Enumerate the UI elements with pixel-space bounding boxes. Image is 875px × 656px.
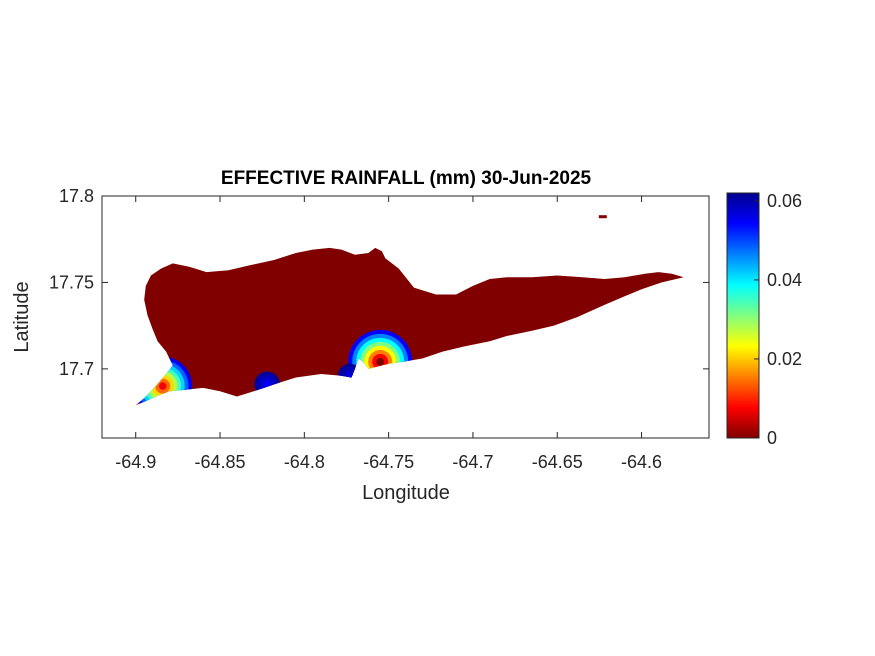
y-tick-label: 17.75 <box>49 272 94 292</box>
colorbar: 0 0.02 0.04 0.06 <box>726 191 802 448</box>
x-axis: -64.9 -64.85 -64.8 -64.75 -64.7 -64.65 -64.6 <box>115 196 662 472</box>
colorbar-tick-label: 0.04 <box>767 270 802 290</box>
y-axis: 17.7 17.75 17.8 <box>49 186 709 379</box>
x-tick-label: -64.7 <box>452 452 493 472</box>
colorbar-ticks: 0 0.02 0.04 0.06 <box>754 191 802 448</box>
y-tick-label: 17.7 <box>59 359 94 379</box>
x-axis-label: Longitude <box>362 482 450 504</box>
hotspot-ring <box>348 374 352 378</box>
map-axes: -64.9 -64.85 -64.8 -64.75 -64.7 -64.65 -64.6 1… <box>49 186 710 472</box>
hotspot-ring <box>376 357 385 366</box>
x-tick-label: -64.85 <box>195 452 246 472</box>
y-tick-label: 17.8 <box>59 186 94 206</box>
x-tick-label: -64.65 <box>532 452 583 472</box>
colorbar-gradient <box>726 192 760 439</box>
hotspot-ring <box>159 382 167 390</box>
islet-shape <box>598 215 607 219</box>
x-tick-label: -64.6 <box>621 452 662 472</box>
chart-title: EFFECTIVE RAINFALL (mm) 30-Jun-2025 <box>221 168 592 189</box>
colorbar-tick-label: 0 <box>767 428 777 448</box>
x-tick-label: -64.75 <box>363 452 414 472</box>
x-tick-label: -64.8 <box>284 452 325 472</box>
hotspot-ring <box>265 382 269 386</box>
y-axis-label: Latitude <box>11 281 33 352</box>
colorbar-tick-label: 0.02 <box>767 349 802 369</box>
island-shape <box>135 247 684 406</box>
x-tick-label: -64.9 <box>115 452 156 472</box>
colorbar-tick-label: 0.06 <box>767 191 802 211</box>
